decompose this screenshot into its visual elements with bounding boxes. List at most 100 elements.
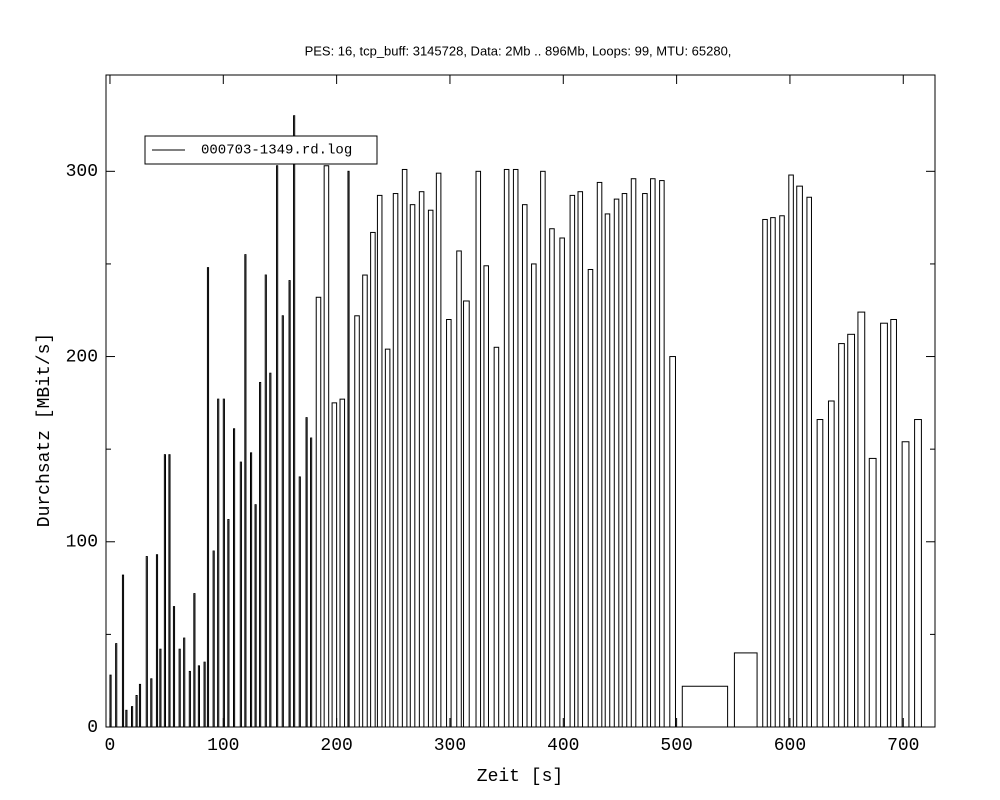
x-tick-label: 600 [774,736,806,756]
legend-label: 000703-1349.rd.log [201,143,352,159]
bar [604,213,611,728]
bar [827,400,835,728]
bar [409,204,416,728]
bar [788,174,794,728]
bar [427,209,434,728]
bar [503,168,510,728]
bar [521,204,528,728]
bar [370,231,376,728]
bar [239,461,242,728]
bar [531,263,537,728]
bar [762,218,768,728]
bar [796,185,803,728]
bar [847,333,856,728]
bar [115,643,118,728]
y-tick-label: 100 [66,533,98,553]
bar [163,454,166,728]
chart-title: PES: 16, tcp_buff: 3145728, Data: 2Mb ..… [305,43,732,58]
bar [642,193,648,728]
bar [298,476,301,728]
y-tick-label: 200 [66,347,98,367]
x-axis-label: Zeit [s] [477,767,563,787]
bar [138,683,142,728]
bar [914,419,922,728]
bar [418,191,425,728]
bar [183,637,186,728]
bar [890,319,897,728]
bar [362,274,368,728]
bar [168,454,171,728]
bar [493,346,500,728]
bar [269,372,272,728]
bar [310,437,313,728]
bar [254,504,257,728]
bar [197,665,200,728]
bar [259,381,262,728]
y-axis-label: Durchsatz [MBit/s] [35,333,55,527]
bar [293,115,296,728]
x-tick-label: 0 [105,736,116,756]
bar [288,280,291,728]
bar [596,181,603,728]
bar [188,670,191,728]
bar [659,180,665,728]
bar [880,322,888,728]
x-tick-label: 300 [434,736,466,756]
bar [816,419,824,728]
bar [463,300,470,728]
bar [130,706,134,728]
bar [577,191,584,728]
bar [384,348,391,728]
bar [155,554,159,728]
bar [733,652,758,728]
bar [145,556,148,728]
bar [244,254,247,728]
bar [150,678,153,728]
x-tick-label: 100 [207,736,239,756]
bar [232,428,236,728]
bar [401,168,408,728]
x-tick-label: 200 [320,736,352,756]
bar [125,709,128,728]
bar [569,194,576,728]
y-tick-label: 0 [87,718,98,738]
bar [159,648,162,728]
x-tick-label: 500 [660,736,692,756]
bar [178,648,181,728]
bar [281,315,284,728]
bar [193,593,196,728]
bar [669,356,676,728]
bar [483,265,489,728]
bar [339,398,346,728]
bar [857,311,866,728]
bar [222,398,225,728]
bar [276,165,279,728]
bar [305,417,308,728]
y-tick-label: 300 [66,162,98,182]
x-tick-label: 400 [547,736,579,756]
bar [540,170,546,728]
bar [315,296,322,728]
bar [172,606,176,728]
bar [901,441,910,728]
bar [549,228,555,728]
bar [559,237,565,728]
bar [868,457,877,728]
bar [587,268,594,728]
bar [392,193,399,728]
bar [212,550,215,728]
bar [203,661,206,728]
bar [475,170,482,728]
bar [264,274,267,728]
bar [446,319,452,728]
bar [681,685,729,728]
bar [354,315,360,728]
bar [121,574,125,728]
bar [135,695,138,728]
bar [613,198,620,728]
bar [331,402,338,728]
bar [456,250,462,728]
bar [227,519,230,728]
